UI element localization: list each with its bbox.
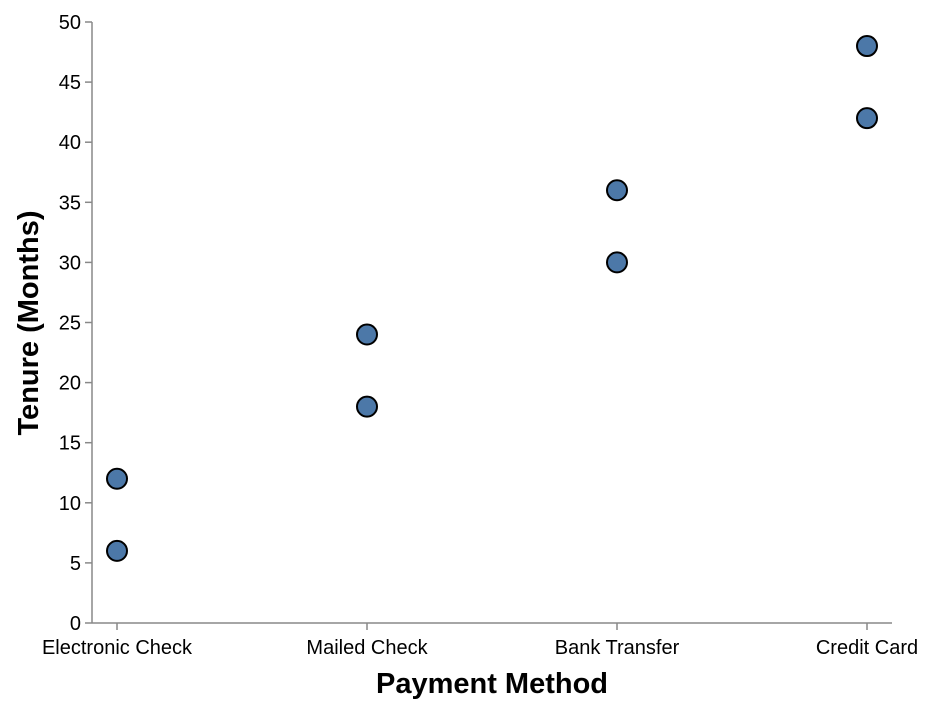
y-tick-label: 40 xyxy=(59,132,81,154)
data-point xyxy=(106,539,128,562)
y-tick-label: 45 xyxy=(59,72,81,94)
y-tick-label: 20 xyxy=(59,373,81,395)
data-point xyxy=(856,35,878,58)
x-tick-label: Credit Card xyxy=(816,637,918,659)
data-point xyxy=(356,395,378,418)
y-tick-label: 30 xyxy=(59,252,81,274)
x-tick-label: Electronic Check xyxy=(42,637,193,659)
y-tick-label: 0 xyxy=(70,613,81,635)
y-tick-label: 50 xyxy=(59,12,81,34)
y-tick-label: 5 xyxy=(70,553,81,575)
data-point xyxy=(606,251,628,274)
x-tick-label: Mailed Check xyxy=(306,637,428,659)
y-tick-label: 15 xyxy=(59,433,81,455)
y-tick-label: 25 xyxy=(59,313,81,335)
y-tick-label: 10 xyxy=(59,493,81,515)
x-axis: Electronic Check Mailed Check Bank Transfe… xyxy=(42,622,918,659)
y-axis: 0 5 10 15 20 25 30 35 40 45 50 xyxy=(59,12,93,635)
x-tick-label: Bank Transfer xyxy=(555,637,680,659)
data-points xyxy=(106,35,878,562)
data-point xyxy=(106,467,128,490)
y-tick-label: 35 xyxy=(59,192,81,214)
x-axis-title: Payment Method xyxy=(376,668,608,700)
y-axis-title: Tenure (Months) xyxy=(13,211,45,436)
data-point xyxy=(606,179,628,202)
data-point xyxy=(356,323,378,346)
data-point xyxy=(856,107,878,130)
